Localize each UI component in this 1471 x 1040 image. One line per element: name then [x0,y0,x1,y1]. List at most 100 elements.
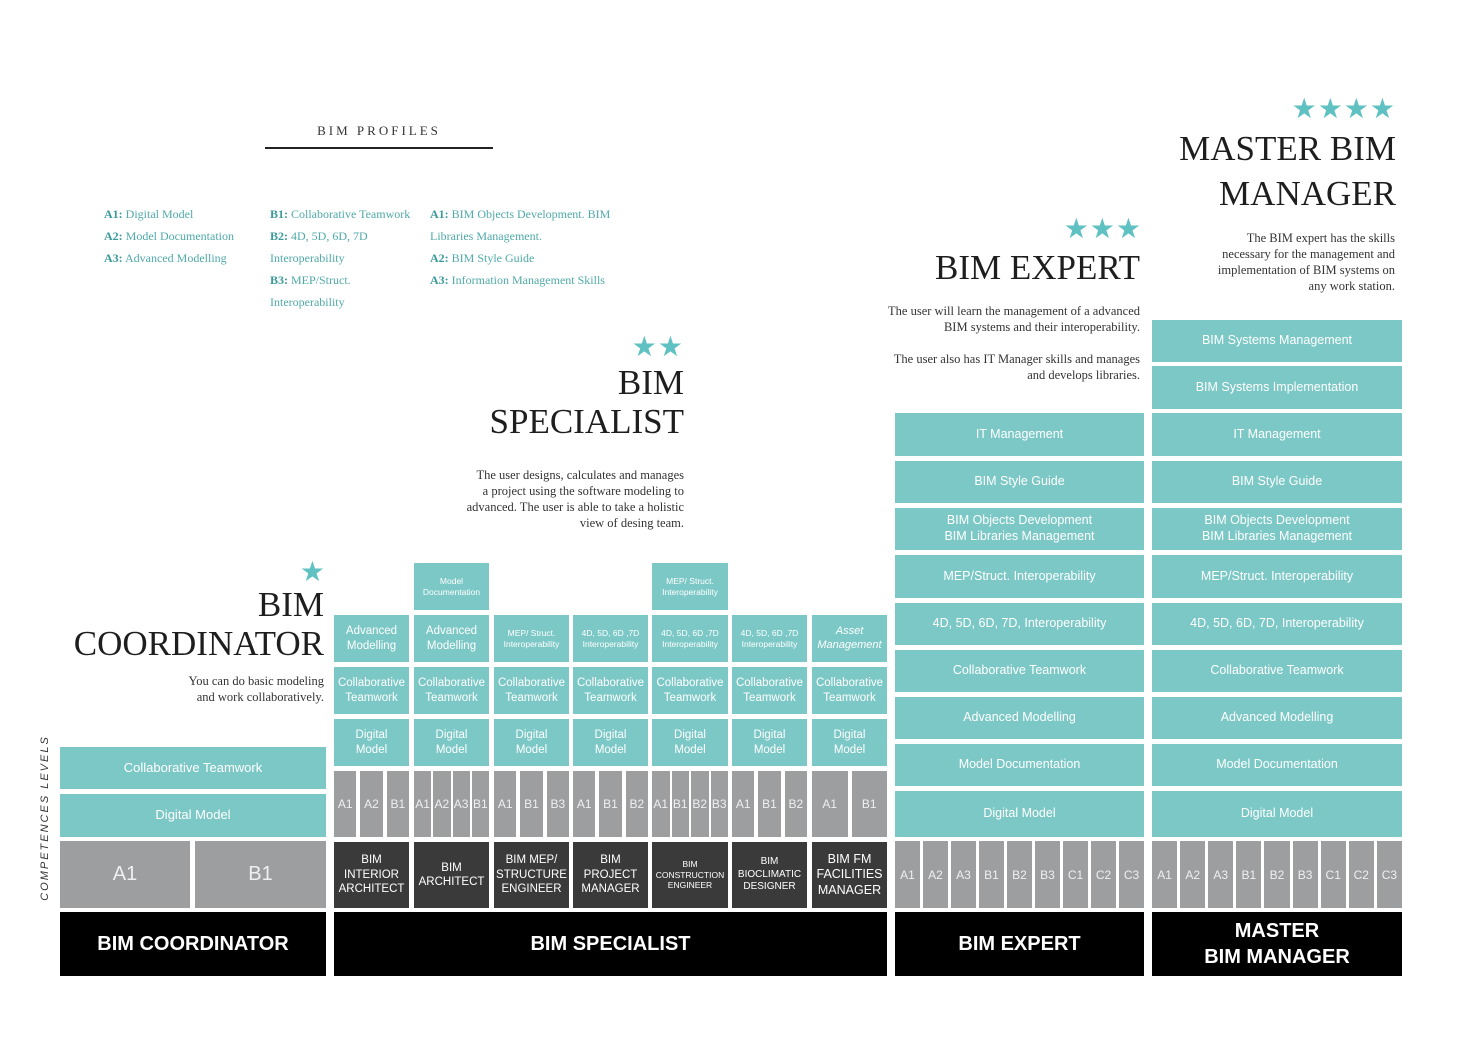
code: B1 [386,771,409,837]
legend-item: B1: Collaborative Teamwork [270,207,411,221]
role-column-interior-architect: Advanced Modelling Collaborative Teamwor… [334,615,409,908]
block-4d-7d-interoperability: 4D, 5D, 6D ,7D Interoperability [732,615,807,662]
block-bim-objects-libraries: BIM Objects Development BIM Libraries Ma… [1152,508,1402,550]
block-advanced-modelling: Advanced Modelling [414,615,489,662]
code: B3 [1035,841,1060,908]
code: B1 [758,771,781,837]
code: A3 [452,771,470,837]
code: C3 [1119,841,1144,908]
competence-codes: A1 B1 B2 B3 [652,771,728,837]
code: B3 [546,771,569,837]
code: C2 [1348,841,1374,908]
code-b1: B1 [195,841,326,908]
code: B1 [851,771,887,837]
role-column-construction-engineer: 4D, 5D, 6D ,7D Interoperability Collabor… [652,615,728,908]
role-column-project-manager: 4D, 5D, 6D ,7D Interoperability Collabor… [573,615,648,908]
legend-item: A3: Advanced Modelling [104,251,227,265]
block-4d-7d-interoperability: 4D, 5D, 6D, 7D, Interoperability [1152,603,1402,645]
code: A1 [334,771,357,837]
legend-item: A2: BIM Style Guide [430,251,535,265]
block-digital-model: Digital Model [573,719,648,766]
block-digital-model: Digital Model [895,791,1144,837]
block-mep-struct-interoperability: MEP/Struct. Interoperability [895,555,1144,598]
role-column-bioclimatic-designer: 4D, 5D, 6D ,7D Interoperability Collabor… [732,615,807,908]
competence-codes: A1 A2 A3 B1 B2 B3 C1 C2 C3 [895,841,1144,908]
block-digital-model: Digital Model [414,719,489,766]
block-digital-model: Digital Model [812,719,887,766]
star-rating-1: ★ [299,556,326,587]
code: A1 [414,771,432,837]
block-collaborative-teamwork: Collaborative Teamwork [652,667,728,714]
competence-codes: A1 B1 B2 [573,771,648,837]
footer-bim-coordinator: BIM COORDINATOR [60,912,326,976]
block-collaborative-teamwork: Collaborative Teamwork [812,667,887,714]
block-bim-objects-libraries: BIM Objects Development BIM Libraries Ma… [895,508,1144,550]
block-collaborative-teamwork: Collaborative Teamwork [573,667,648,714]
block-digital-model: Digital Model [732,719,807,766]
block-4d-7d-interoperability: 4D, 5D, 6D ,7D Interoperability [573,615,648,662]
block-collaborative-teamwork: Collaborative Teamwork [732,667,807,714]
code: A1 [812,771,848,837]
star-rating-4: ★★★★ [1291,93,1396,124]
code: A1 [895,841,920,908]
code: B3 [710,771,728,837]
code: A2 [1180,841,1206,908]
code: B1 [520,771,543,837]
role-name: BIM BIOCLIMATIC DESIGNER [732,842,807,908]
role-name: BIM FM FACILITIES MANAGER [812,842,887,908]
code: A1 [573,771,596,837]
master-description: The BIM expert has the skills necessary … [1217,231,1395,293]
master-column: BIM Systems Management BIM Systems Imple… [1152,320,1402,908]
role-column-architect: Advanced Modelling Collaborative Teamwor… [414,615,489,908]
block-digital-model: Digital Model [1152,791,1402,837]
block-collaborative-teamwork: Collaborative Teamwork [895,650,1144,692]
competence-codes: A1 B1 [812,771,887,837]
legend-item: B3: MEP/Struct. Interoperability [270,273,351,309]
specialist-description: The user designs, calculates and manages… [466,468,684,530]
coordinator-description: You can do basic modeling and work colla… [188,674,324,704]
competence-codes: A1 A2 A3 B1 B2 B3 C1 C2 C3 [1152,841,1402,908]
block-bim-systems-management: BIM Systems Management [1152,320,1402,362]
footer-master-bim-manager: MASTER BIM MANAGER [1152,912,1402,976]
expert-column: IT Management BIM Style Guide BIM Object… [895,413,1144,908]
code: A1 [1152,841,1178,908]
block-mep-struct-interoperability: MEP/Struct. Interoperability [1152,555,1402,598]
code: A3 [951,841,976,908]
block-mep-struct-interoperability: MEP/ Struct. Interoperability [652,563,728,610]
role-name: BIM CONSTRUCTION ENGINEER [652,842,728,908]
block-4d-7d-interoperability: 4D, 5D, 6D ,7D Interoperability [652,615,728,662]
title-underline [265,147,493,149]
role-column-mep-structure-engineer: MEP/ Struct. Interoperability Collaborat… [494,615,569,908]
role-column-fm-facilities-manager: Asset Management Collaborative Teamwork … [812,615,887,908]
footer-bim-specialist: BIM SPECIALIST [334,912,887,976]
legend-item: A2: Model Documentation [104,229,234,243]
code: B3 [1292,841,1318,908]
block-it-management: IT Management [895,413,1144,456]
coordinator-title: BIM COORDINATOR [73,585,324,663]
legend-col-1: A1: Digital Model A2: Model Documentatio… [104,203,264,269]
page-title: BIM PROFILES [317,123,441,138]
expert-title: BIM EXPERT [935,248,1140,287]
legend-item: A1: BIM Objects Development. BIM Librari… [430,207,611,243]
block-collaborative-teamwork: Collaborative Teamwork [494,667,569,714]
star-rating-3: ★★★ [1063,213,1142,244]
legend-item: A3: Information Management Skills [430,273,605,287]
competence-codes: A1 A2 B1 [334,771,409,837]
code: A2 [360,771,383,837]
legend-col-2: B1: Collaborative Teamwork B2: 4D, 5D, 6… [270,203,426,313]
block-advanced-modelling: Advanced Modelling [1152,697,1402,739]
role-name: BIM ARCHITECT [414,842,489,908]
block-asset-management: Asset Management [812,615,887,662]
code: B1 [599,771,622,837]
code: B1 [1236,841,1262,908]
block-digital-model: Digital Model [494,719,569,766]
code: B2 [1264,841,1290,908]
code: A2 [433,771,451,837]
legend-item: B2: 4D, 5D, 6D, 7D Interoperability [270,229,368,265]
code: B2 [625,771,648,837]
block-it-management: IT Management [1152,413,1402,456]
competence-codes: A1 A2 A3 B1 [414,771,489,837]
star-rating-2: ★★ [631,331,684,362]
block-mep-struct-interoperability: MEP/ Struct. Interoperability [494,615,569,662]
code: C1 [1320,841,1346,908]
